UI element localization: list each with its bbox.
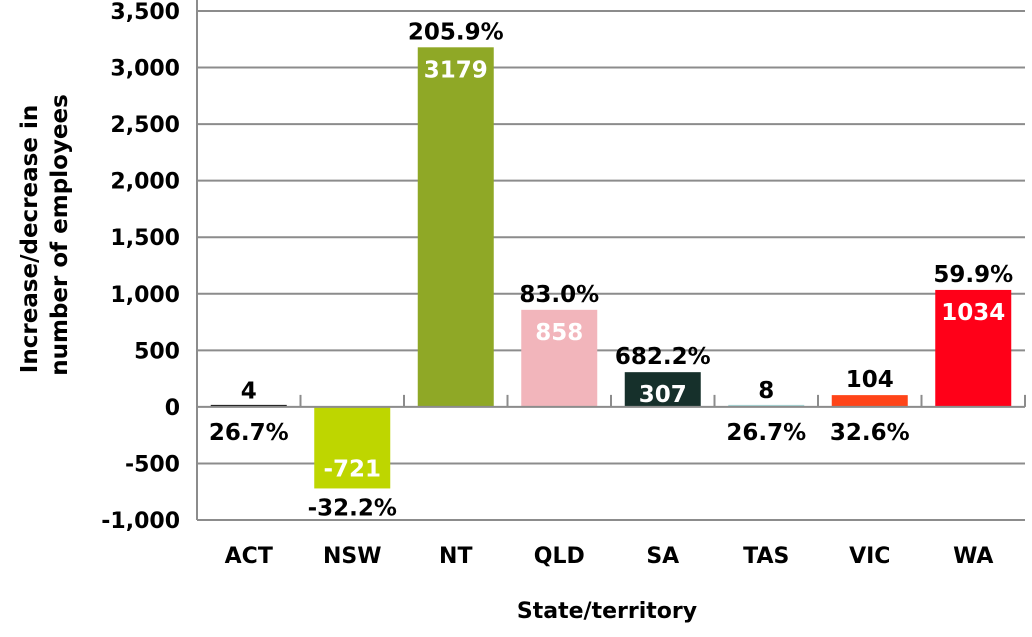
y-axis-ticks: -1,000 -500 0 500 1,000 1,500 2,000 2,500 3,000 3… — [101, 0, 180, 534]
value-label: 104 — [846, 367, 894, 393]
value-label: -721 — [323, 456, 381, 482]
y-tick-label: 1,000 — [110, 283, 180, 308]
y-tick-label: 500 — [134, 339, 180, 364]
y-axis-title: Increase/decrease in number of employees — [17, 94, 73, 376]
x-tick-label: NSW — [323, 544, 382, 569]
x-tick-label: NT — [439, 544, 472, 569]
percent-label: 26.7% — [726, 420, 806, 446]
y-tick-label: 1,500 — [110, 226, 180, 251]
percent-label: 205.9% — [408, 19, 504, 45]
percent-label: 26.7% — [209, 420, 289, 446]
x-tick-label: QLD — [534, 544, 585, 569]
x-axis-title: State/territory — [517, 599, 697, 624]
bars — [210, 47, 1012, 489]
value-label: 8 — [758, 378, 774, 404]
percent-label: 682.2% — [615, 344, 711, 370]
bar-nt — [417, 47, 494, 407]
bar-qld — [521, 309, 598, 407]
y-tick-label: 3,500 — [110, 0, 180, 25]
percent-label: 83.0% — [519, 282, 599, 308]
y-tick-label: -500 — [125, 452, 180, 477]
x-tick-label: ACT — [225, 544, 273, 569]
percent-label: 32.6% — [830, 420, 910, 446]
bar-nsw — [314, 406, 391, 489]
bar-wa — [935, 289, 1012, 407]
value-label: 4 — [241, 378, 257, 404]
y-tick-label: 2,500 — [110, 113, 180, 138]
x-tick-label: WA — [953, 544, 993, 569]
value-label: 307 — [639, 382, 687, 408]
bar-vic — [831, 395, 908, 407]
x-tick-label: SA — [646, 544, 679, 569]
x-tick-label: VIC — [849, 544, 890, 569]
y-tick-label: -1,000 — [101, 509, 180, 534]
axes — [196, 0, 1026, 521]
percent-label: 59.9% — [933, 262, 1013, 288]
x-axis-ticks: ACT NSW NT QLD SA TAS VIC WA — [225, 544, 994, 569]
x-tick-label: TAS — [743, 544, 789, 569]
value-label: 858 — [535, 320, 583, 346]
value-label: 1034 — [941, 300, 1005, 326]
gridlines — [197, 10, 1025, 465]
y-tick-label: 3,000 — [110, 57, 180, 82]
percent-label: -32.2% — [308, 495, 397, 521]
y-tick-label: 2,000 — [110, 170, 180, 195]
y-tick-label: 0 — [165, 396, 180, 421]
value-label: 3179 — [424, 57, 488, 83]
bar-sa — [624, 372, 701, 407]
data-labels: 4 26.7% -721 -32.2% 3179 205.9% 858 83.0% 307 682… — [209, 19, 1013, 521]
